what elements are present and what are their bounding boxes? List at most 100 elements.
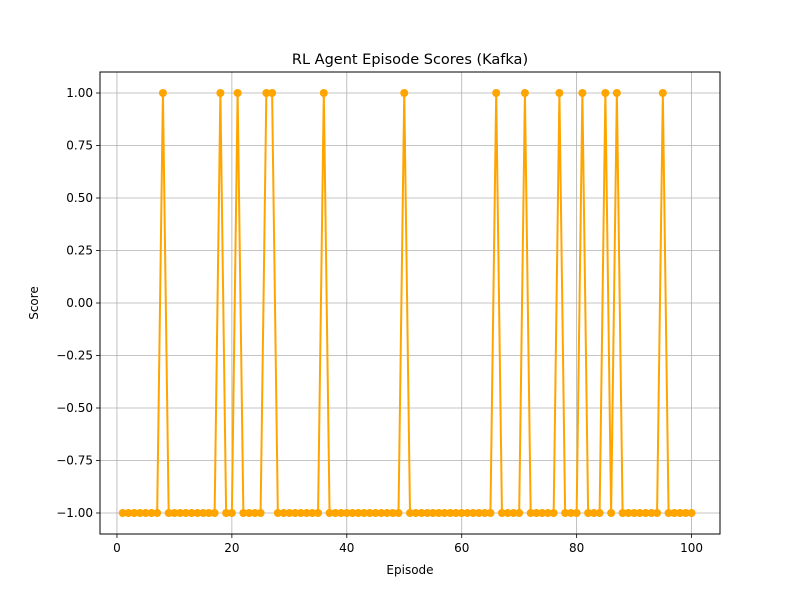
- x-tick-label: 20: [224, 541, 239, 555]
- data-point: [325, 509, 334, 517]
- y-tick-label: −0.50: [56, 401, 93, 415]
- data-point: [681, 509, 690, 517]
- data-point: [612, 89, 621, 97]
- y-tick-label: 0.00: [66, 296, 93, 310]
- data-point: [279, 509, 288, 517]
- data-point: [411, 509, 420, 517]
- x-tick-label: 100: [680, 541, 703, 555]
- data-point: [354, 509, 363, 517]
- data-point: [199, 509, 208, 517]
- data-point: [210, 509, 219, 517]
- data-point: [383, 509, 392, 517]
- data-point: [497, 509, 506, 517]
- grid: [100, 72, 720, 534]
- data-point: [647, 509, 656, 517]
- data-point: [417, 509, 426, 517]
- data-point: [641, 509, 650, 517]
- data-point: [158, 89, 167, 97]
- data-point: [308, 509, 317, 517]
- data-point: [446, 509, 455, 517]
- data-point: [250, 509, 259, 517]
- data-point: [635, 509, 644, 517]
- y-axis-label: Score: [27, 286, 41, 320]
- data-point: [273, 509, 282, 517]
- data-point: [440, 509, 449, 517]
- data-point: [601, 89, 610, 97]
- y-axis-ticks: −1.00 −0.75 −0.50 −0.25 0.00 0.25 0.50 0.75 1.00: [56, 86, 100, 520]
- data-point: [480, 509, 489, 517]
- data-point: [543, 509, 552, 517]
- data-point: [216, 89, 225, 97]
- data-point: [653, 509, 662, 517]
- y-tick-label: 0.25: [66, 244, 93, 258]
- data-point: [319, 89, 328, 97]
- data-point: [509, 509, 518, 517]
- y-tick-label: 0.50: [66, 191, 93, 205]
- y-tick-label: 0.75: [66, 139, 93, 153]
- data-point: [388, 509, 397, 517]
- chart-title: RL Agent Episode Scores (Kafka): [292, 52, 528, 68]
- data-point: [135, 509, 144, 517]
- y-tick-label: −0.25: [56, 349, 93, 363]
- data-point: [296, 509, 305, 517]
- data-point: [377, 509, 386, 517]
- data-point: [394, 509, 403, 517]
- data-point: [233, 89, 242, 97]
- data-point: [285, 509, 294, 517]
- data-point: [538, 509, 547, 517]
- data-point: [572, 509, 581, 517]
- data-point: [670, 509, 679, 517]
- x-tick-label: 0: [113, 541, 121, 555]
- x-axis-label: Episode: [386, 563, 433, 577]
- data-point: [566, 509, 575, 517]
- series-marker-layer: [118, 89, 696, 517]
- data-point: [348, 509, 357, 517]
- data-point: [434, 509, 443, 517]
- data-point: [256, 509, 265, 517]
- data-point: [486, 509, 495, 517]
- data-point: [193, 509, 202, 517]
- data-point: [578, 89, 587, 97]
- data-point: [607, 509, 616, 517]
- data-point: [360, 509, 369, 517]
- data-point: [474, 509, 483, 517]
- x-tick-label: 80: [569, 541, 584, 555]
- x-tick-label: 60: [454, 541, 469, 555]
- data-point: [428, 509, 437, 517]
- data-point: [555, 89, 564, 97]
- data-point: [515, 509, 524, 517]
- data-point: [153, 509, 162, 517]
- data-point: [187, 509, 196, 517]
- data-point: [227, 509, 236, 517]
- data-point: [204, 509, 213, 517]
- data-point: [176, 509, 185, 517]
- data-point: [423, 509, 432, 517]
- x-axis-ticks: 0 20 40 60 80 100: [113, 534, 703, 555]
- data-point: [314, 509, 323, 517]
- data-point: [268, 89, 277, 97]
- data-point: [520, 89, 529, 97]
- data-point: [687, 509, 696, 517]
- data-point: [492, 89, 501, 97]
- data-point: [589, 509, 598, 517]
- data-point: [291, 509, 300, 517]
- data-point: [618, 509, 627, 517]
- data-point: [239, 509, 248, 517]
- data-point: [147, 509, 156, 517]
- data-point: [676, 509, 685, 517]
- data-point: [365, 509, 374, 517]
- data-point: [549, 509, 558, 517]
- data-point: [124, 509, 133, 517]
- data-point: [130, 509, 139, 517]
- data-point: [331, 509, 340, 517]
- data-point: [463, 509, 472, 517]
- data-point: [170, 509, 179, 517]
- data-point: [451, 509, 460, 517]
- data-point: [658, 89, 667, 97]
- data-point: [337, 509, 346, 517]
- data-point: [181, 509, 190, 517]
- y-tick-label: −0.75: [56, 454, 93, 468]
- data-point: [406, 509, 414, 517]
- data-point: [469, 509, 478, 517]
